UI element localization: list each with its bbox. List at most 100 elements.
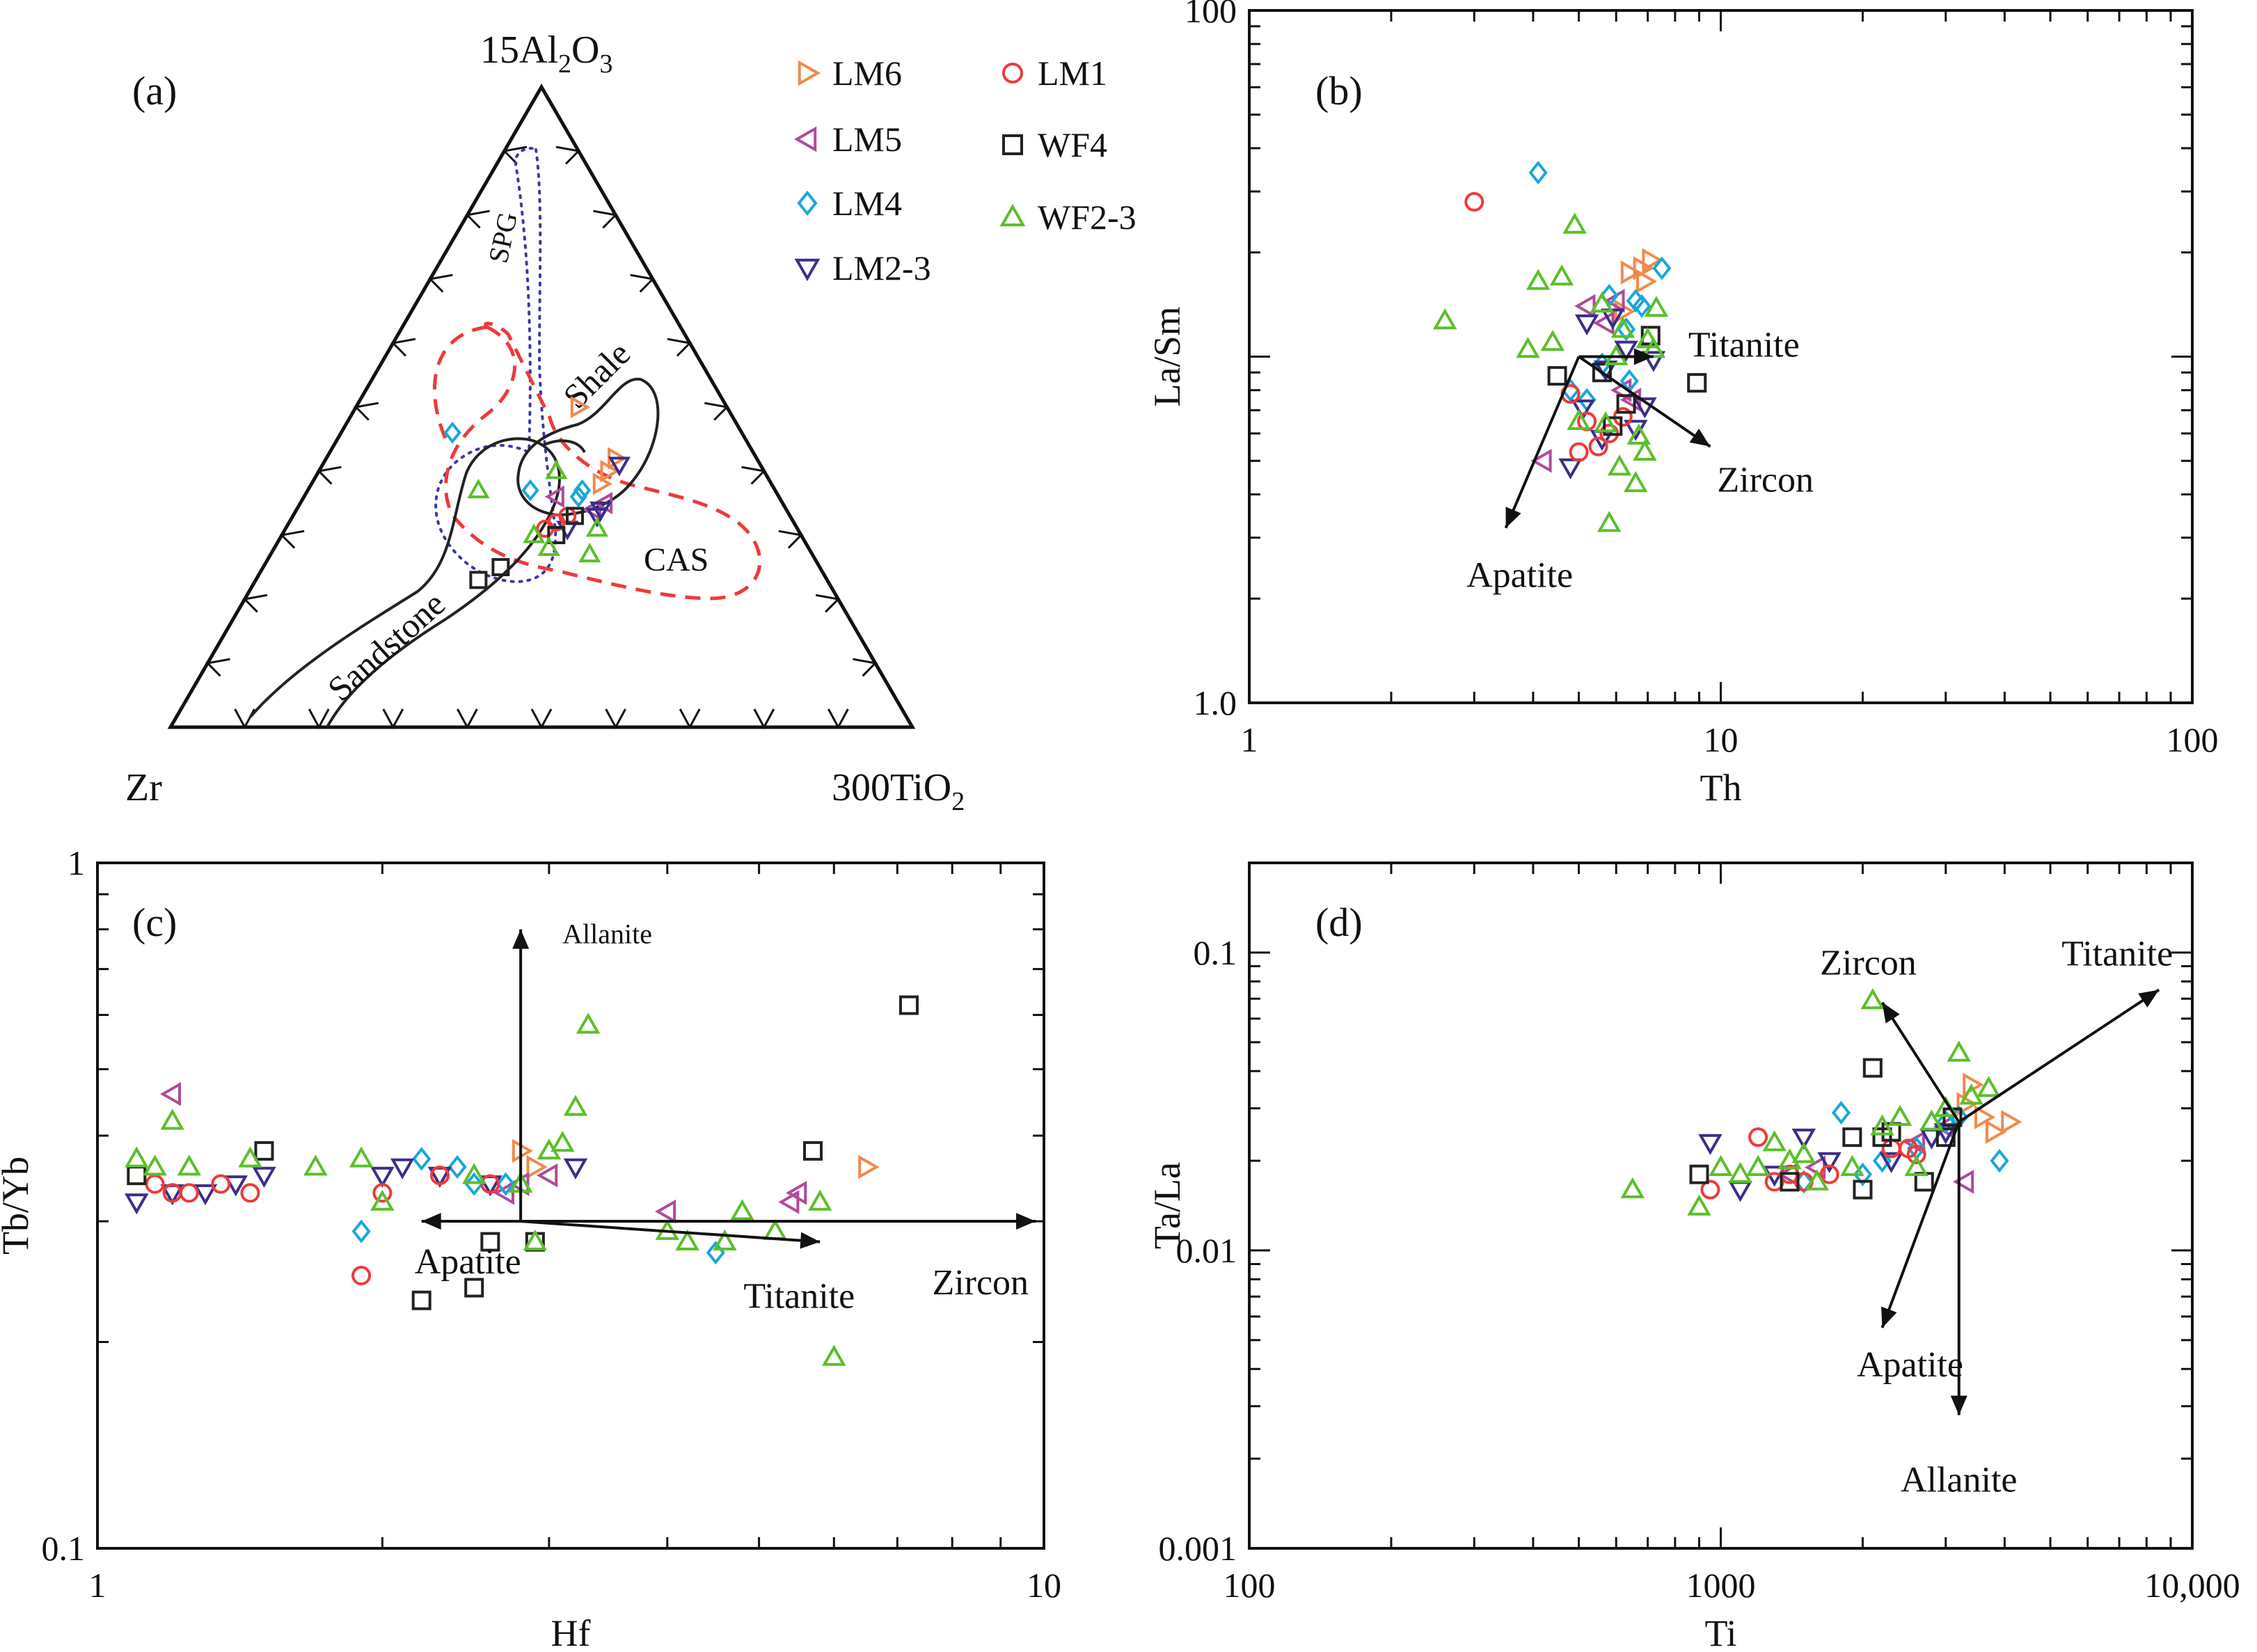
legend-label-lm2-3: LM2-3 [832,248,931,287]
data-point-lm4 [1652,256,1672,280]
vector-arrowhead [1505,507,1521,528]
x-tick-label: 1 [1241,720,1258,759]
panel-a-label: (a) [132,68,177,113]
spg-label: SPG [482,209,523,266]
ternary-tick [242,594,268,613]
data-point-lm1 [240,1183,260,1203]
cas-field-left [433,325,488,439]
data-point-lm4 [412,1147,431,1171]
ternary-point-lm4 [443,421,461,444]
x-tick-label: 10,000 [2144,1566,2240,1605]
data-point-wf2-3 [1590,291,1615,313]
legend-label-lm6: LM6 [832,54,902,93]
data-point-wf2-3 [1762,1130,1787,1152]
data-point-lm4 [464,1172,484,1196]
vector-label-zircon: Zircon [1820,944,1917,983]
shale-field [516,377,660,517]
data-point-wf2-3 [763,1218,788,1240]
vector-apatite [1880,1121,1961,1328]
data-point-wf2-3 [1526,269,1551,290]
vector-label-apatite: Apatite [415,1242,521,1282]
data-point-lm4 [1831,1100,1851,1125]
data-point-lm1 [1700,1180,1720,1200]
x-tick-label: 10 [1027,1566,1061,1605]
data-point-wf2-3 [177,1154,202,1176]
legend-marker-lm2-3 [794,258,821,281]
vector-label-titanite: Titanite [743,1277,855,1317]
data-point-wf2-3 [1593,411,1618,433]
ternary-tick [753,708,775,730]
ternary-point-lm6 [570,395,590,419]
data-point-lm6 [1636,269,1658,294]
ternary-tick [382,708,404,730]
vector-zircon [1578,355,1711,448]
data-point-wf2-3 [1791,1142,1816,1163]
data-point-lm2-3 [1791,1128,1816,1150]
plot-frame [96,861,1045,1550]
ternary-tick [354,402,379,421]
data-point-lm5 [1593,311,1615,335]
data-point-wf2-3 [143,1154,167,1176]
ternary-tick [279,530,305,549]
data-point-wf2-3 [675,1229,699,1250]
data-point-lm2-3 [390,1158,415,1180]
y-tick-label: 1 [68,843,85,882]
vector-label-titanite: Titanite [1688,326,1800,365]
vector-apatite [1504,356,1581,529]
data-point-wf2-3 [822,1344,846,1366]
data-point-wf2-3 [730,1199,754,1221]
data-point-wf2-3 [303,1154,328,1176]
data-point-lm2-3 [1574,314,1599,336]
data-point-wf4 [802,1141,823,1161]
data-point-wf4 [898,995,919,1015]
panel-c-label: (c) [132,900,177,945]
data-point-lm1 [480,1174,500,1194]
ternary-point-wf2-3 [537,536,560,556]
data-point-wf2-3 [1610,317,1636,338]
ternary-point-lm2-3 [589,501,612,521]
x-tick-label: 10 [1704,720,1739,759]
vector-arrowhead [421,1213,441,1230]
data-point-lm5 [1574,294,1596,319]
x-axis-label: Th [1700,767,1742,809]
legend-label-wf2-3: WF2-3 [1038,198,1137,237]
data-point-wf2-3 [1959,1083,1983,1105]
data-point-wf4 [1862,1058,1883,1078]
x-axis-label: Ti [1704,1612,1736,1652]
y-tick-label: 100 [1185,0,1237,30]
data-point-wf2-3 [1540,330,1565,351]
data-point-wf4 [464,1278,484,1298]
ternary-point-wf4 [565,507,584,525]
legend: LM6 LM5 LM4 LM2-3 LM1 WF4 WF2-3 [794,54,1137,287]
data-point-wf2-3 [1887,1104,1912,1126]
data-point-lm2-3 [1879,1152,1903,1173]
ternary-point-lm4 [521,479,539,502]
data-point-lm1 [429,1166,450,1186]
cas-field [444,321,762,601]
y-tick-label: 0.1 [1194,933,1237,972]
data-point-lm4 [1990,1149,2009,1173]
sandstone-label: Sandstone [320,584,452,708]
ternary-point-wf2-3 [578,542,601,563]
vector-label-apatite: Apatite [1466,556,1573,596]
data-point-lm5 [1952,1170,1974,1194]
data-point-wf2-3 [1805,1169,1830,1191]
data-point-wf4 [1616,394,1636,414]
data-point-lm6 [1963,1072,1984,1097]
legend-marker-wf4 [1002,134,1023,155]
ternary-tick [555,145,581,165]
data-point-lm2-3 [1558,458,1583,479]
data-point-wf2-3 [1567,408,1591,430]
vector-arrowhead [1016,1213,1036,1230]
data-point-lm1 [1764,1172,1784,1192]
vector-label-zircon: Zircon [1717,461,1814,500]
legend-label-lm4: LM4 [832,184,902,223]
data-point-lm4 [448,1155,467,1180]
ternary-point-wf2-3 [545,459,568,479]
data-point-lm2-3 [1641,351,1666,372]
data-point-wf2-3 [808,1189,832,1211]
legend-marker-lm5 [794,126,817,152]
vector-arrowhead [1882,1002,1900,1024]
data-point-lm6 [1974,1105,1996,1129]
